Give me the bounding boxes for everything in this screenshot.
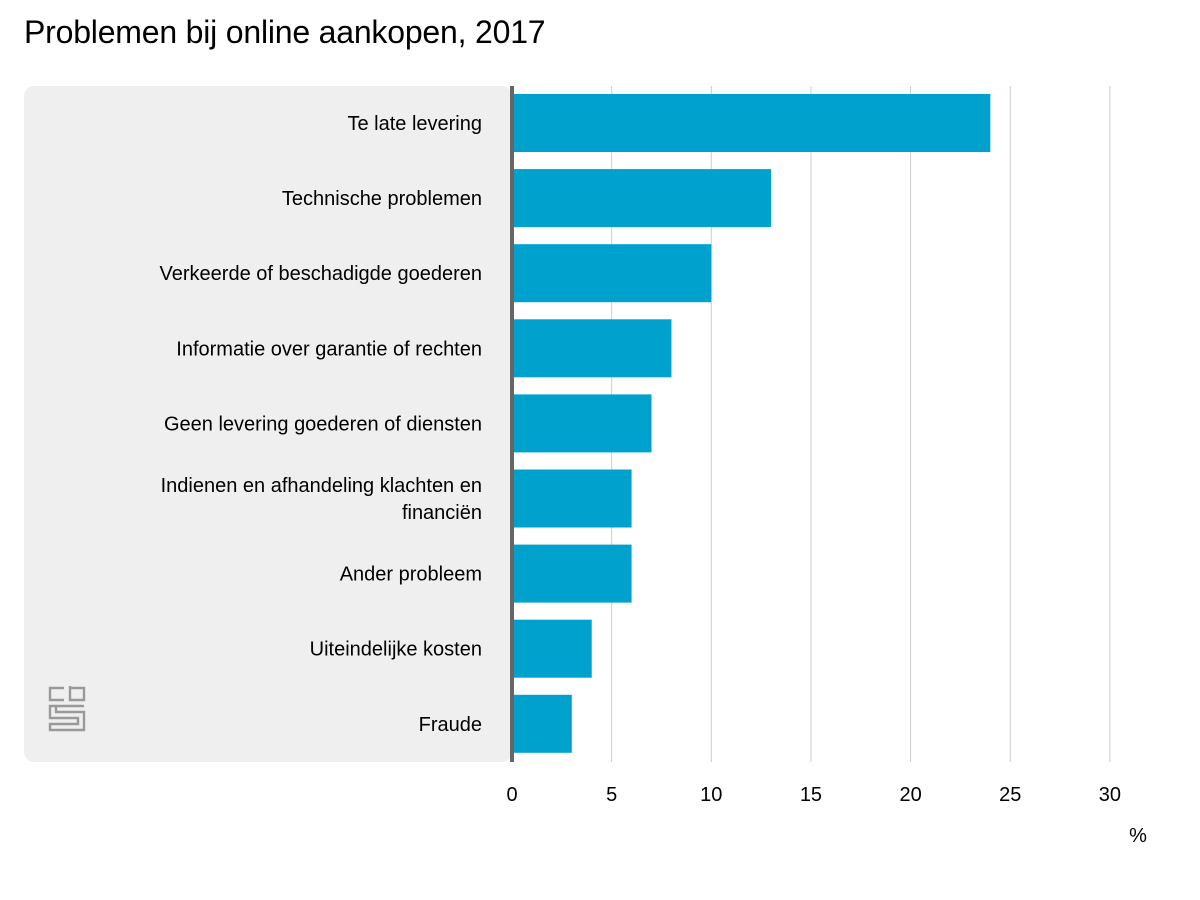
category-label-3: Informatie over garantie of rechten <box>176 338 482 360</box>
bar-7 <box>512 619 592 678</box>
bar-6 <box>512 544 632 603</box>
category-label-panel <box>24 86 512 762</box>
category-label-4: Geen levering goederen of diensten <box>164 413 482 435</box>
bar-0 <box>512 94 991 152</box>
chart-title: Problemen bij online aankopen, 2017 <box>24 14 546 50</box>
x-tick-labels: 0 5 10 15 20 25 30 <box>506 784 1121 806</box>
bar-3 <box>512 319 672 378</box>
bar-1 <box>512 169 772 228</box>
category-label-2: Verkeerde of beschadigde goederen <box>160 263 482 285</box>
category-label-5: Indienen en afhandeling klachten en finan… <box>161 475 482 524</box>
x-axis-unit-label: % <box>1129 825 1147 847</box>
category-label-1: Technische problemen <box>282 188 482 210</box>
bar-4 <box>512 394 652 453</box>
cbs-logo <box>48 686 86 732</box>
x-tick-label-0: 0 <box>506 784 517 806</box>
x-tick-label-25: 25 <box>999 784 1021 806</box>
category-label-8: Fraude <box>419 714 482 736</box>
bars <box>512 94 991 753</box>
category-label-7: Uiteindelijke kosten <box>310 639 482 661</box>
category-label-6: Ander probleem <box>340 564 482 586</box>
x-tick-label-20: 20 <box>899 784 921 806</box>
x-tick-label-5: 5 <box>606 784 617 806</box>
x-tick-label-10: 10 <box>700 784 722 806</box>
x-tick-label-30: 30 <box>1099 784 1121 806</box>
category-label-0: Te late levering <box>347 113 482 135</box>
bar-2 <box>512 244 712 303</box>
bar-8 <box>512 694 572 753</box>
category-labels: Te late levering Technische problemen Verk… <box>160 113 482 736</box>
x-tick-label-15: 15 <box>800 784 822 806</box>
bar-5 <box>512 469 632 528</box>
